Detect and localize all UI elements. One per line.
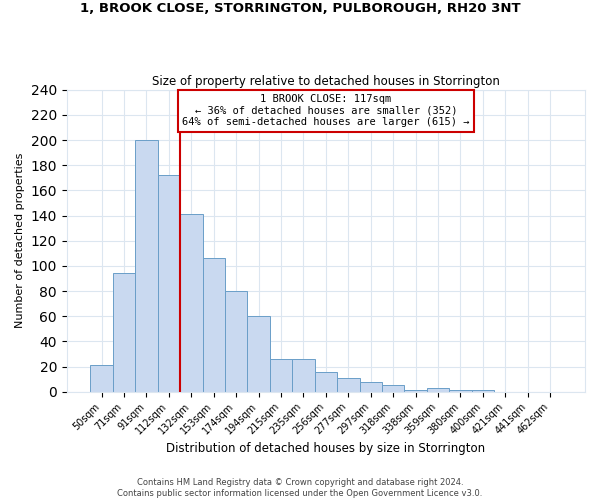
Text: Contains HM Land Registry data © Crown copyright and database right 2024.
Contai: Contains HM Land Registry data © Crown c…	[118, 478, 482, 498]
Bar	[225, 291, 247, 392]
Bar	[158, 175, 180, 392]
Bar	[247, 316, 270, 392]
Bar	[203, 258, 225, 392]
Text: 1 BROOK CLOSE: 117sqm
← 36% of detached houses are smaller (352)
64% of semi-det: 1 BROOK CLOSE: 117sqm ← 36% of detached …	[182, 94, 470, 128]
Bar	[314, 372, 337, 392]
Bar	[135, 140, 158, 392]
X-axis label: Distribution of detached houses by size in Storrington: Distribution of detached houses by size …	[166, 442, 485, 455]
Bar	[180, 214, 203, 392]
Bar	[382, 386, 404, 392]
Bar	[292, 359, 314, 392]
Bar	[113, 274, 135, 392]
Bar	[359, 382, 382, 392]
Y-axis label: Number of detached properties: Number of detached properties	[15, 153, 25, 328]
Bar	[404, 390, 427, 392]
Bar	[337, 378, 359, 392]
Title: Size of property relative to detached houses in Storrington: Size of property relative to detached ho…	[152, 76, 500, 88]
Bar	[91, 366, 113, 392]
Bar	[270, 359, 292, 392]
Bar	[427, 388, 449, 392]
Bar	[472, 390, 494, 392]
Text: 1, BROOK CLOSE, STORRINGTON, PULBOROUGH, RH20 3NT: 1, BROOK CLOSE, STORRINGTON, PULBOROUGH,…	[80, 2, 520, 16]
Bar	[449, 390, 472, 392]
